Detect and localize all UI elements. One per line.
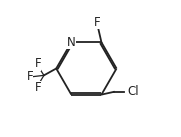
Text: F: F (34, 57, 41, 70)
Text: Cl: Cl (127, 85, 139, 98)
Text: F: F (26, 70, 33, 83)
Text: N: N (67, 36, 76, 49)
Text: F: F (94, 16, 101, 29)
Text: F: F (34, 81, 41, 94)
